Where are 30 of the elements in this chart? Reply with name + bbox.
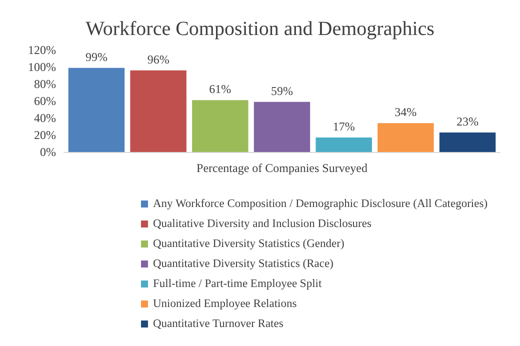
data-label: 99% [85,50,108,64]
bar [378,123,434,152]
data-label: 61% [209,82,232,96]
y-tick-label: 0% [40,145,56,159]
bar [68,68,125,152]
x-tick-label: Percentage of Companies Surveyed [196,161,368,175]
y-tick-label: 60% [34,94,56,108]
legend-label: Qualitative Diversity and Inclusion Disclosures [153,218,372,230]
legend-label: Quantitative Diversity Statistics (Race) [153,258,334,270]
y-tick-label: 80% [34,77,56,91]
data-label: 96% [147,52,170,66]
y-tick-label: 100% [28,60,56,74]
legend-label: Unionized Employee Relations [153,298,298,310]
data-label: 23% [456,114,479,128]
bar [254,102,310,152]
y-tick-label: 20% [34,128,56,142]
y-tick-label: 40% [34,111,56,125]
bar [192,100,248,152]
bar [439,132,496,152]
legend-label: Any Workforce Composition / Demographic Disclosure (All Categories) [153,198,488,210]
bar [130,70,186,152]
data-label: 34% [394,105,417,120]
legend-label: Quantitative Diversity Statistics (Gender) [153,238,344,250]
legend-label: Full-time / Part-time Employee Split [153,278,322,290]
data-label: 59% [271,84,293,98]
chart-title: Workforce Composition and Demographics [86,18,435,40]
legend-label: Quantitative Turnover Rates [153,318,284,330]
bar [316,138,372,152]
data-label: 17% [332,120,355,134]
y-tick-label: 120% [28,43,56,57]
